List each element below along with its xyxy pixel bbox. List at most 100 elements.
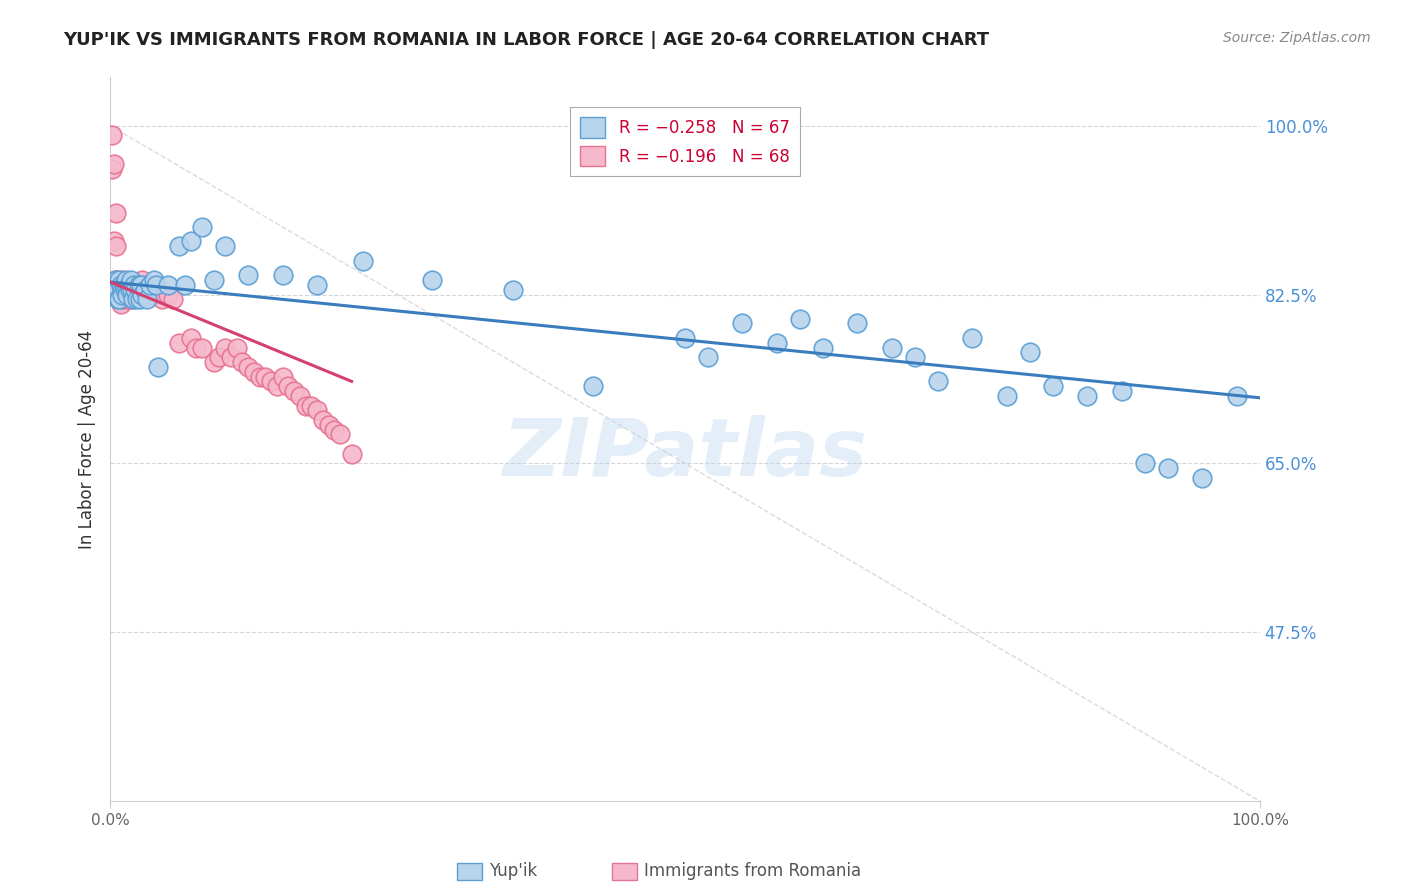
Point: [202, 273, 225, 287]
Point: [1133, 457, 1156, 471]
Point: [111, 273, 134, 287]
Text: ZIPatlas: ZIPatlas: [502, 415, 868, 492]
Text: YUP'IK VS IMMIGRANTS FROM ROMANIA IN LABOR FORCE | AGE 20-64 CORRELATION CHART: YUP'IK VS IMMIGRANTS FROM ROMANIA IN LAB…: [63, 31, 990, 49]
Point: [121, 283, 143, 297]
Point: [134, 283, 156, 297]
Point: [174, 277, 197, 292]
Point: [271, 268, 294, 283]
Point: [142, 273, 165, 287]
Point: [134, 277, 156, 292]
Point: [110, 277, 132, 292]
Point: [118, 283, 141, 297]
Point: [1226, 389, 1249, 403]
Point: [1191, 471, 1213, 485]
Point: [180, 331, 202, 345]
Point: [582, 379, 605, 393]
Point: [697, 351, 720, 365]
Point: [271, 369, 294, 384]
Point: [101, 277, 124, 292]
Point: [101, 162, 124, 177]
Point: [260, 375, 283, 389]
Point: [266, 379, 288, 393]
Point: [104, 273, 127, 287]
Point: [249, 369, 271, 384]
Point: [180, 235, 202, 249]
Point: [115, 287, 138, 301]
Point: [1019, 345, 1042, 359]
Point: [420, 273, 443, 287]
Point: [100, 277, 122, 292]
Point: [962, 331, 984, 345]
Point: [231, 355, 253, 369]
Point: [277, 379, 299, 393]
Point: [103, 157, 125, 171]
Point: [191, 219, 214, 234]
Point: [156, 277, 179, 292]
Point: [108, 293, 131, 307]
Point: [104, 273, 127, 287]
Point: [131, 273, 153, 287]
Point: [186, 341, 208, 355]
Point: [104, 239, 127, 253]
Point: [124, 283, 146, 297]
Point: [236, 268, 259, 283]
Point: [117, 283, 139, 297]
Point: [294, 399, 316, 413]
Point: [731, 317, 754, 331]
Point: [1157, 461, 1180, 475]
Point: [115, 273, 138, 287]
Point: [1042, 379, 1064, 393]
Point: [312, 413, 335, 427]
Text: Yup'ik: Yup'ik: [489, 863, 537, 880]
Point: [136, 293, 159, 307]
Point: [307, 403, 329, 417]
Point: [927, 375, 949, 389]
Point: [124, 277, 146, 292]
Point: [103, 283, 125, 297]
Point: [111, 283, 134, 297]
Point: [789, 311, 811, 326]
Point: [288, 389, 311, 403]
Point: [208, 351, 231, 365]
Point: [236, 359, 259, 374]
Point: [148, 359, 170, 374]
Point: [117, 287, 139, 301]
Point: [673, 331, 696, 345]
Point: [340, 447, 363, 461]
Point: [114, 293, 136, 307]
Point: [219, 351, 242, 365]
Point: [107, 293, 129, 307]
Legend: R = −0.258   N = 67, R = −0.196   N = 68: R = −0.258 N = 67, R = −0.196 N = 68: [571, 107, 800, 177]
Point: [352, 253, 374, 268]
Point: [811, 341, 834, 355]
Point: [162, 293, 184, 307]
Point: [202, 355, 225, 369]
Point: [139, 277, 162, 292]
Point: [191, 341, 214, 355]
Point: [112, 277, 135, 292]
Point: [120, 273, 142, 287]
Point: [128, 277, 150, 292]
Point: [118, 287, 141, 301]
Point: [846, 317, 869, 331]
Point: [904, 351, 927, 365]
Point: [122, 293, 145, 307]
Point: [104, 205, 127, 219]
Point: [299, 399, 322, 413]
Point: [156, 287, 179, 301]
Point: [107, 277, 129, 292]
Point: [141, 287, 163, 301]
Point: [995, 389, 1018, 403]
Point: [225, 341, 247, 355]
Point: [101, 128, 124, 143]
Point: [283, 384, 305, 398]
Point: [214, 239, 236, 253]
Point: [114, 283, 136, 297]
Point: [108, 293, 131, 307]
Point: [117, 277, 139, 292]
Point: [502, 283, 524, 297]
Point: [107, 293, 129, 307]
Point: [110, 287, 132, 301]
Point: [318, 417, 340, 432]
Point: [111, 283, 134, 297]
